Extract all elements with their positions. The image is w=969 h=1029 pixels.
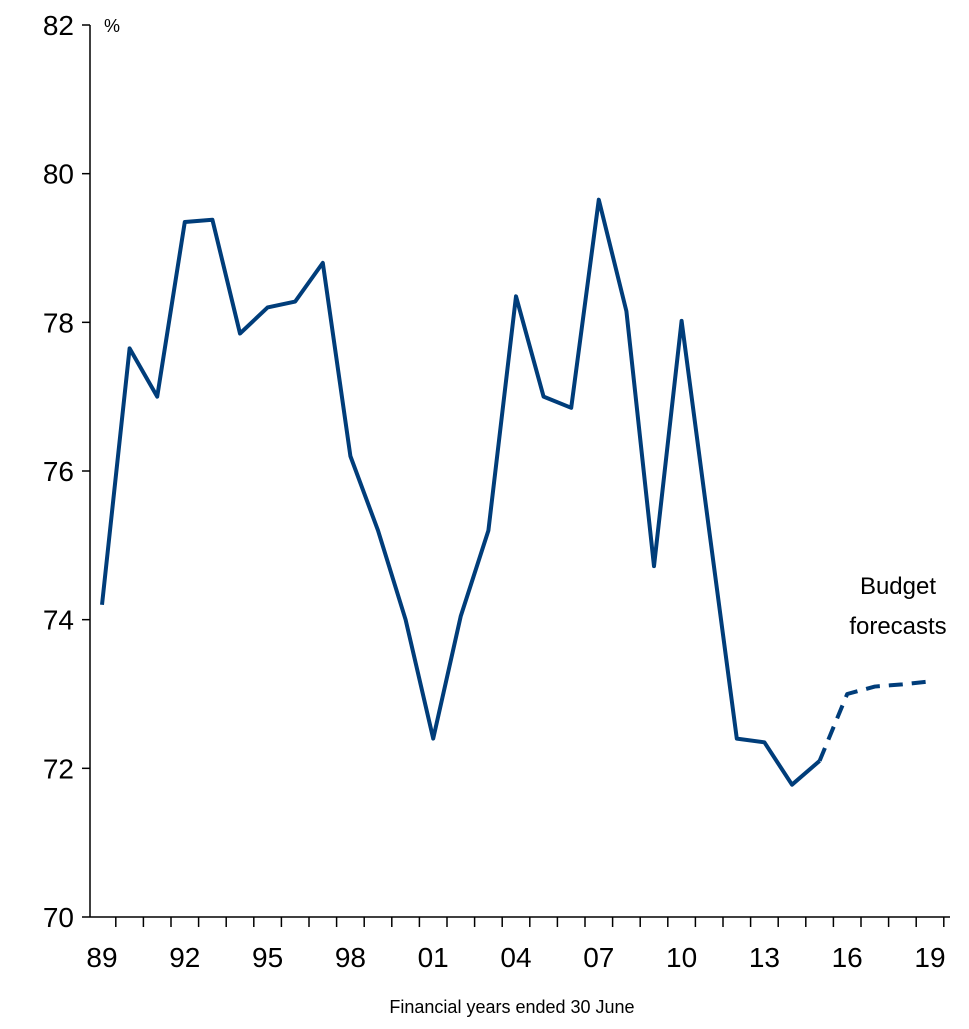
y-tick-label: 72: [43, 753, 74, 784]
x-tick-label: 04: [500, 942, 531, 973]
y-tick-label: 70: [43, 902, 74, 933]
y-tick-label: 82: [43, 10, 74, 41]
y-tick-label: 80: [43, 159, 74, 190]
data-line: [817, 679, 931, 762]
x-tick-label: 19: [914, 942, 945, 973]
x-tick-label: 10: [666, 942, 697, 973]
x-tick-label: 13: [749, 942, 780, 973]
x-tick-label: 01: [418, 942, 449, 973]
y-unit: %: [104, 16, 120, 36]
x-tick-label: 16: [832, 942, 863, 973]
x-tick-label: 92: [169, 942, 200, 973]
y-tick-label: 74: [43, 605, 74, 636]
annotation: Budget: [860, 573, 936, 600]
x-axis-label: Financial years ended 30 June: [389, 997, 634, 1017]
x-tick-label: 95: [252, 942, 283, 973]
y-tick-label: 78: [43, 307, 74, 338]
x-tick-label: 98: [335, 942, 366, 973]
x-tick-label: 89: [86, 942, 117, 973]
y-tick-label: 76: [43, 456, 74, 487]
x-tick-label: 07: [583, 942, 614, 973]
data-line: [100, 197, 821, 787]
annotation: forecasts: [849, 613, 946, 640]
